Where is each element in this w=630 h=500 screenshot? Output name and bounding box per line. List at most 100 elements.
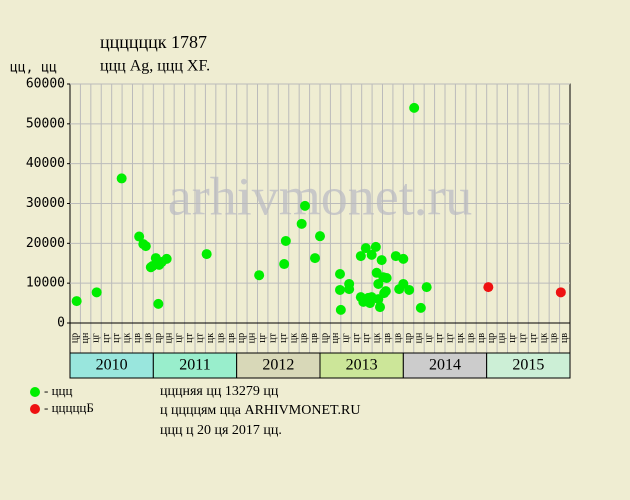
year-band xyxy=(236,352,321,379)
period-label: цт xyxy=(111,333,122,343)
period-label: цт xyxy=(517,333,528,343)
period-label: цр xyxy=(70,333,81,343)
period-label: цв xyxy=(215,333,226,343)
point xyxy=(421,282,432,293)
point xyxy=(335,304,346,315)
point xyxy=(360,243,371,254)
year-label: 2012 xyxy=(262,357,294,374)
chart-subtitle: ццц Ag, ццц XF. xyxy=(100,58,210,75)
legend-label: - ццц xyxy=(44,383,72,398)
point xyxy=(335,269,345,280)
period-label: цн xyxy=(497,332,508,343)
period-label: цн xyxy=(80,332,91,343)
point xyxy=(366,249,377,260)
period-label: цт xyxy=(434,333,445,343)
y-tick-label: 50000 xyxy=(26,116,65,131)
point xyxy=(315,231,325,242)
period-label: цв xyxy=(299,333,310,343)
period-label: цв xyxy=(559,333,570,343)
period-label: цг xyxy=(257,333,268,342)
point xyxy=(153,298,164,309)
y-tick-label: 10000 xyxy=(26,276,65,291)
year-label: 2015 xyxy=(512,357,544,374)
period-label: цн xyxy=(330,332,341,343)
year-band xyxy=(152,352,238,379)
note: ц ццццям цца ARHIVMONET.RU xyxy=(160,403,360,418)
year-band xyxy=(319,352,404,379)
point xyxy=(91,287,102,298)
point xyxy=(375,302,385,313)
point xyxy=(344,284,355,295)
period-label: цт xyxy=(184,333,195,343)
period-label: цт xyxy=(195,333,206,343)
period-label: цв xyxy=(392,333,403,343)
point xyxy=(335,284,345,295)
period-label: цт xyxy=(351,333,362,343)
point xyxy=(555,287,566,298)
period-label: цт xyxy=(267,333,278,343)
year-band xyxy=(402,352,488,379)
period-label: цк xyxy=(122,333,133,343)
point xyxy=(279,259,290,270)
period-label: цр xyxy=(320,333,331,343)
period-label: цр xyxy=(486,333,497,343)
period-label: цв xyxy=(476,333,487,343)
legend-label: - цццццБ xyxy=(44,400,94,415)
legend-marker xyxy=(30,404,40,414)
point xyxy=(310,253,320,264)
period-label: цн xyxy=(163,332,174,343)
period-label: цк xyxy=(538,333,549,343)
point xyxy=(355,251,366,262)
period-label: цв xyxy=(465,333,476,343)
year-label: 2011 xyxy=(179,357,210,374)
y-tick-label: 60000 xyxy=(26,77,65,92)
point xyxy=(390,251,401,262)
year-band xyxy=(69,352,154,379)
point xyxy=(376,255,387,266)
chart-title: ццццццк 1787 xyxy=(100,32,207,52)
period-label: цт xyxy=(528,333,539,343)
y-tick-label: 40000 xyxy=(26,156,65,171)
period-label: цк xyxy=(205,333,216,343)
point xyxy=(201,249,212,260)
period-label: цк xyxy=(288,333,299,343)
period-label: цр xyxy=(236,333,247,343)
period-label: цв xyxy=(549,333,560,343)
period-label: цв xyxy=(132,333,143,343)
year-label: 2010 xyxy=(96,357,128,374)
note: ццц ц 20 ця 2017 цц. xyxy=(160,423,282,438)
point xyxy=(380,286,391,297)
year-label: 2014 xyxy=(429,357,461,374)
period-label: цт xyxy=(278,333,289,343)
period-label: цг xyxy=(507,333,518,342)
point xyxy=(116,173,127,184)
period-label: цв xyxy=(226,333,237,343)
point xyxy=(300,200,310,211)
period-label: цк xyxy=(372,333,383,343)
point xyxy=(140,241,151,252)
point xyxy=(370,241,381,252)
point xyxy=(381,272,392,283)
period-label: цт xyxy=(101,333,112,343)
point xyxy=(134,231,145,242)
point xyxy=(398,253,409,264)
year-label: 2013 xyxy=(346,357,378,374)
period-label: цр xyxy=(403,333,414,343)
y-tick-label: 30000 xyxy=(26,196,65,211)
period-label: цр xyxy=(153,333,164,343)
note: цццняя цц 13279 цц xyxy=(160,384,279,399)
y-axis-label: цц, цц xyxy=(10,61,57,76)
period-label: цн xyxy=(247,332,258,343)
period-label: цг xyxy=(424,333,435,342)
year-band xyxy=(486,352,571,379)
point xyxy=(404,284,415,295)
point xyxy=(409,102,420,113)
point xyxy=(254,270,265,281)
y-tick-label: 0 xyxy=(57,316,65,331)
period-label: цт xyxy=(361,333,372,343)
period-label: цг xyxy=(174,333,185,342)
y-tick-label: 20000 xyxy=(26,236,65,251)
point xyxy=(415,302,426,313)
point xyxy=(161,253,172,264)
